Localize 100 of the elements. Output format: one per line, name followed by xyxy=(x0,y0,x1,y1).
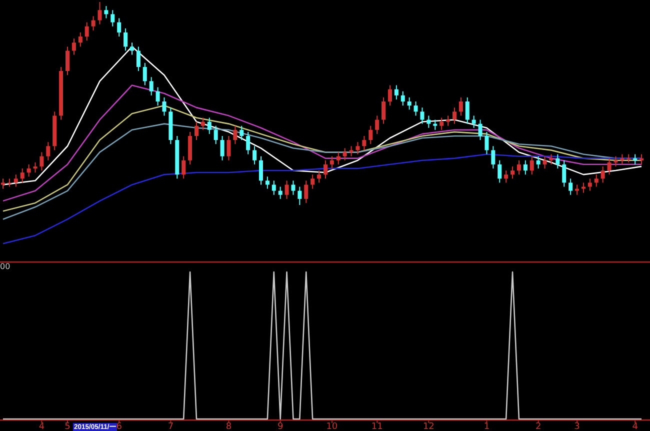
candlestick xyxy=(523,160,528,176)
candlestick xyxy=(156,86,160,106)
candlestick xyxy=(310,174,315,190)
candlestick xyxy=(400,90,405,106)
candlestick xyxy=(394,84,398,100)
candlestick xyxy=(362,135,366,151)
candlestick xyxy=(214,125,218,145)
candlestick xyxy=(594,174,598,188)
x-tick-label: 5 xyxy=(64,422,70,431)
candlestick xyxy=(14,174,18,188)
x-tick-label: 10 xyxy=(326,422,338,431)
candlestick xyxy=(510,166,515,180)
candlestick xyxy=(284,180,289,200)
candlestick xyxy=(491,146,496,169)
candlestick xyxy=(633,154,638,165)
candlestick xyxy=(246,131,250,155)
candlestick xyxy=(149,76,154,96)
x-tick-label: 6 xyxy=(116,422,122,431)
candlestick xyxy=(65,46,70,76)
candlestick xyxy=(607,158,612,176)
candlestick xyxy=(162,96,166,116)
candlestick xyxy=(20,168,24,184)
candlestick xyxy=(78,32,82,48)
candlestick xyxy=(568,178,573,196)
candlestick xyxy=(252,146,257,165)
candlestick xyxy=(194,121,198,141)
candlestick xyxy=(117,18,122,38)
candlestick xyxy=(182,156,186,180)
candlestick xyxy=(110,10,115,27)
candlestick xyxy=(349,146,354,157)
candlestick xyxy=(620,154,624,165)
x-tick-label: 8 xyxy=(226,422,232,431)
candlestick xyxy=(200,117,205,130)
candlestick xyxy=(130,42,134,56)
candlestick xyxy=(46,142,50,161)
candlestick xyxy=(91,16,96,31)
candlestick xyxy=(278,186,282,200)
candlestick xyxy=(382,96,386,124)
candlestick xyxy=(600,166,605,184)
candlestick xyxy=(458,96,463,116)
candlestick xyxy=(472,115,476,128)
candlestick xyxy=(317,170,322,184)
candlestick xyxy=(452,107,456,124)
candlestick xyxy=(414,100,418,116)
candlestick xyxy=(498,160,502,184)
candlestick xyxy=(542,156,547,169)
x-tick-label: 7 xyxy=(168,422,174,431)
candlestick xyxy=(407,96,412,110)
candlestick xyxy=(240,125,244,141)
candlestick xyxy=(388,84,392,106)
candlestick xyxy=(426,115,431,128)
candlestick xyxy=(104,6,108,19)
candlestick xyxy=(272,180,276,196)
candlestick xyxy=(98,2,102,25)
candlestick xyxy=(556,154,560,169)
candlestick xyxy=(420,107,424,124)
x-tick-label: 9 xyxy=(277,422,284,431)
candlestick xyxy=(226,135,231,161)
candlestick xyxy=(575,184,580,196)
candlestick xyxy=(530,156,534,176)
candlestick xyxy=(375,115,380,134)
candlestick xyxy=(1,178,5,190)
candlestick xyxy=(368,125,373,145)
candlestick xyxy=(323,160,328,180)
candlestick xyxy=(588,178,592,192)
candlestick xyxy=(640,154,644,165)
candlestick xyxy=(304,180,308,204)
candlestick xyxy=(84,22,89,42)
x-tick-label: 2 xyxy=(535,422,542,431)
candlestick xyxy=(614,156,618,167)
candlestick xyxy=(258,156,263,186)
candlestick xyxy=(136,46,140,72)
candlestick xyxy=(484,131,489,155)
candlestick xyxy=(478,119,482,141)
candlestick xyxy=(440,117,444,130)
candlestick xyxy=(342,148,347,161)
candlestick xyxy=(26,164,31,178)
x-tick-label: 1 xyxy=(484,422,490,431)
x-tick-label: 4 xyxy=(632,422,638,431)
candlestick xyxy=(336,152,340,165)
candlestick xyxy=(465,96,470,124)
x-tick-label: 12 xyxy=(422,422,434,431)
candlestick xyxy=(330,156,334,169)
candlestick xyxy=(298,186,302,206)
candlestick xyxy=(433,119,438,130)
candlestick xyxy=(356,142,360,155)
candlestick xyxy=(142,62,147,86)
candlestick xyxy=(72,38,76,56)
candlestick xyxy=(233,125,238,145)
x-tick-label: 11 xyxy=(371,422,383,431)
candlestick xyxy=(581,182,586,194)
candlestick xyxy=(40,152,44,171)
candlestick xyxy=(536,156,540,169)
text: 00 xyxy=(0,262,10,271)
candlestick xyxy=(291,180,296,196)
candlestick xyxy=(265,176,270,190)
x-tick-label: 4 xyxy=(38,422,45,431)
candlestick xyxy=(446,115,450,126)
candlestick xyxy=(33,162,38,174)
x-tick-label: 3 xyxy=(574,422,580,431)
